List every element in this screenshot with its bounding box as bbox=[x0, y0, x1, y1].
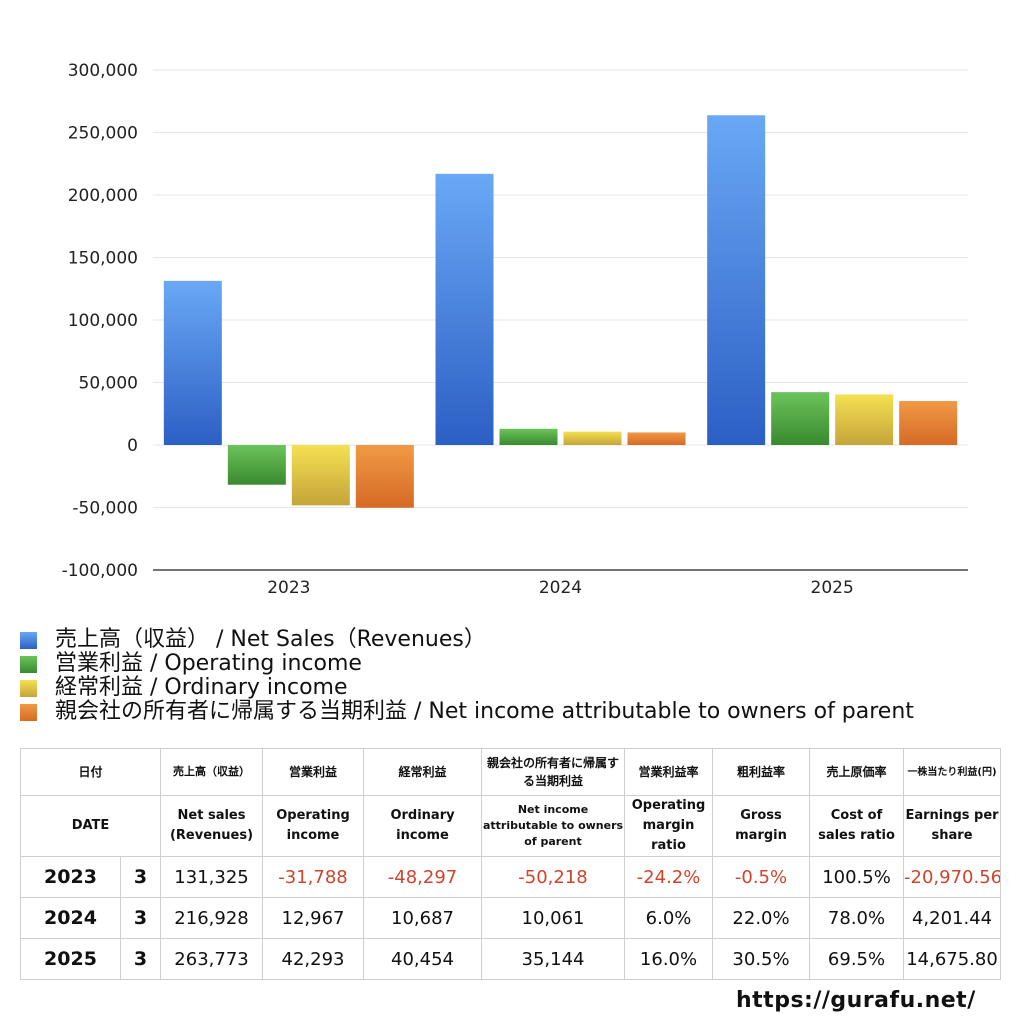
cell-op: 42,293 bbox=[262, 938, 365, 980]
y-tick-label: 50,000 bbox=[79, 374, 138, 394]
bar-2024-series-1 bbox=[499, 428, 558, 445]
header-gm-jp: 粗利益率 bbox=[712, 748, 811, 796]
cell-sales: 131,325 bbox=[160, 856, 264, 898]
header-op-en: Operating income bbox=[262, 795, 365, 857]
y-axis-ticks: 300,000 250,000 200,000 150,000 100,000 50,00… bbox=[62, 61, 138, 581]
cell-net: 35,144 bbox=[481, 938, 626, 980]
legend-swatch-operating-income bbox=[20, 655, 37, 673]
legend-item-net-sales: 売上高（収益） / Net Sales（Revenues） bbox=[20, 628, 914, 652]
x-tick-label: 2023 bbox=[267, 578, 310, 598]
header-eps-jp: 一株当たり利益(円) bbox=[903, 748, 1002, 796]
x-axis-ticks: 2023 2024 2025 bbox=[267, 578, 854, 598]
financial-table: 日付 売上高（収益） 営業利益 経常利益 親会社の所有者に帰属する当期利益 営業… bbox=[19, 748, 1002, 980]
header-ord-jp: 経常利益 bbox=[363, 748, 483, 796]
bar-2023-series-2 bbox=[291, 445, 350, 506]
cell-eps: 4,201.44 bbox=[903, 897, 1002, 939]
cell-sales: 216,928 bbox=[160, 897, 264, 939]
y-tick-label: 100,000 bbox=[68, 311, 138, 331]
cell-cos: 69.5% bbox=[809, 938, 905, 980]
bar-chart: 300,000 250,000 200,000 150,000 100,000 50,00… bbox=[62, 61, 968, 598]
legend-label: 経常利益 / Ordinary income bbox=[55, 675, 348, 700]
cell-gm: 22.0% bbox=[712, 897, 811, 939]
legend-item-net-income: 親会社の所有者に帰属する当期利益 / Net income attributab… bbox=[20, 700, 914, 724]
header-eps-en: Earnings per share bbox=[903, 795, 1002, 857]
cell-ord: 40,454 bbox=[363, 938, 483, 980]
cell-month: 3 bbox=[119, 897, 162, 939]
cell-ord: 10,687 bbox=[363, 897, 483, 939]
cell-opm: 16.0% bbox=[624, 938, 714, 980]
cell-year: 2023 bbox=[20, 856, 121, 898]
table-header-jp: 日付 売上高（収益） 営業利益 経常利益 親会社の所有者に帰属する当期利益 営業… bbox=[19, 748, 1002, 796]
cell-cos: 100.5% bbox=[809, 856, 905, 898]
cell-op: -31,788 bbox=[262, 856, 365, 898]
header-date-en: DATE bbox=[19, 795, 162, 857]
table-row: 2023 3 131,325 -31,788 -48,297 -50,218 -… bbox=[20, 856, 1002, 898]
source-url: https://gurafu.net/ bbox=[736, 988, 976, 1013]
cell-sales: 263,773 bbox=[160, 938, 264, 980]
bar-2025-series-1 bbox=[771, 392, 830, 445]
bar-2023-series-3 bbox=[355, 445, 414, 508]
y-tick-label: -50,000 bbox=[72, 499, 138, 519]
legend-item-ordinary-income: 経常利益 / Ordinary income bbox=[20, 676, 914, 700]
cell-year: 2025 bbox=[20, 938, 121, 980]
cell-year: 2024 bbox=[20, 897, 121, 939]
chart-legend: 売上高（収益） / Net Sales（Revenues） 営業利益 / Ope… bbox=[20, 628, 914, 724]
header-opm-jp: 営業利益率 bbox=[624, 748, 714, 796]
header-gm-en: Gross margin bbox=[712, 795, 811, 857]
legend-swatch-ordinary-income bbox=[20, 679, 37, 697]
cell-ord: -48,297 bbox=[363, 856, 483, 898]
header-op-jp: 営業利益 bbox=[262, 748, 365, 796]
table-header-en: DATE Net sales (Revenues) Operating inco… bbox=[19, 795, 1002, 857]
bar-2025-series-3 bbox=[899, 401, 958, 445]
chart-gridlines bbox=[153, 69, 968, 571]
bar-2025-series-2 bbox=[835, 394, 894, 445]
header-opm-en: Operating margin ratio bbox=[624, 795, 714, 857]
y-tick-label: 300,000 bbox=[68, 61, 138, 81]
bar-2024-series-3 bbox=[627, 432, 686, 445]
header-net-jp: 親会社の所有者に帰属する当期利益 bbox=[481, 748, 626, 796]
cell-cos: 78.0% bbox=[809, 897, 905, 939]
header-cos-en: Cost of sales ratio bbox=[809, 795, 905, 857]
bar-2024-series-2 bbox=[563, 431, 622, 445]
y-tick-label: -100,000 bbox=[62, 561, 138, 581]
header-date-jp: 日付 bbox=[19, 748, 162, 796]
cell-month: 3 bbox=[119, 856, 162, 898]
x-tick-label: 2024 bbox=[539, 578, 582, 598]
cell-eps: -20,970.56 bbox=[903, 856, 1002, 898]
cell-net: 10,061 bbox=[481, 897, 626, 939]
bar-2023-series-1 bbox=[227, 445, 286, 485]
bar-2023-series-0 bbox=[163, 280, 222, 445]
header-ord-en: Ordinary income bbox=[363, 795, 483, 857]
bar-2024-series-0 bbox=[435, 173, 494, 445]
bar-2025-series-0 bbox=[707, 115, 766, 445]
table-row: 2024 3 216,928 12,967 10,687 10,061 6.0%… bbox=[20, 897, 1002, 939]
cell-gm: 30.5% bbox=[712, 938, 811, 980]
chart-bars bbox=[163, 115, 958, 508]
legend-label: 親会社の所有者に帰属する当期利益 / Net income attributab… bbox=[55, 699, 914, 724]
y-tick-label: 200,000 bbox=[68, 186, 138, 206]
legend-swatch-net-income bbox=[20, 703, 37, 721]
header-cos-jp: 売上原価率 bbox=[809, 748, 905, 796]
cell-net: -50,218 bbox=[481, 856, 626, 898]
header-sales-jp: 売上高（収益） bbox=[160, 748, 264, 796]
y-tick-label: 0 bbox=[127, 436, 138, 456]
cell-op: 12,967 bbox=[262, 897, 365, 939]
y-tick-label: 150,000 bbox=[68, 249, 138, 269]
x-tick-label: 2025 bbox=[811, 578, 854, 598]
header-net-en: Net income attributable to owners of par… bbox=[481, 795, 626, 857]
legend-label: 営業利益 / Operating income bbox=[55, 651, 362, 676]
cell-opm: 6.0% bbox=[624, 897, 714, 939]
cell-month: 3 bbox=[119, 938, 162, 980]
legend-label: 売上高（収益） / Net Sales（Revenues） bbox=[55, 627, 486, 652]
legend-swatch-net-sales bbox=[20, 631, 37, 649]
y-tick-label: 250,000 bbox=[68, 124, 138, 144]
table-row: 2025 3 263,773 42,293 40,454 35,144 16.0… bbox=[20, 938, 1002, 980]
cell-gm: -0.5% bbox=[712, 856, 811, 898]
cell-eps: 14,675.80 bbox=[903, 938, 1002, 980]
legend-item-operating-income: 営業利益 / Operating income bbox=[20, 652, 914, 676]
cell-opm: -24.2% bbox=[624, 856, 714, 898]
header-sales-en: Net sales (Revenues) bbox=[160, 795, 264, 857]
